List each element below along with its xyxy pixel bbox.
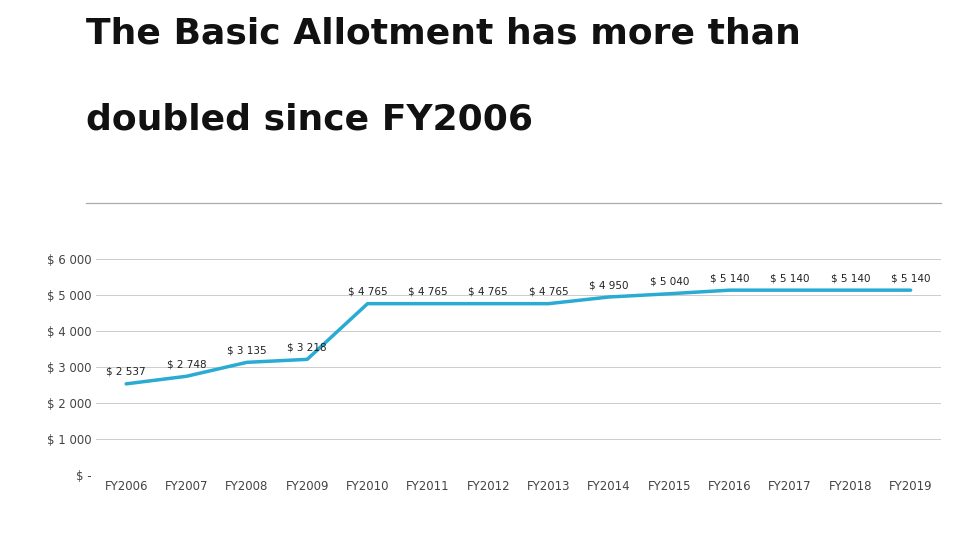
Text: doubled since FY2006: doubled since FY2006 <box>86 103 534 137</box>
Text: $ 5 140: $ 5 140 <box>709 273 750 283</box>
Text: $ 5 040: $ 5 040 <box>650 277 689 287</box>
Text: $ 4 765: $ 4 765 <box>348 287 387 296</box>
Text: $ 5 140: $ 5 140 <box>830 273 870 283</box>
Text: $ 4 765: $ 4 765 <box>408 287 447 296</box>
Text: $ 4 765: $ 4 765 <box>529 287 568 296</box>
Text: $ 3 135: $ 3 135 <box>228 346 267 355</box>
Text: The Basic Allotment has more than: The Basic Allotment has more than <box>86 16 802 50</box>
Text: $ 2 537: $ 2 537 <box>107 367 146 377</box>
Text: $ 3 218: $ 3 218 <box>287 342 327 353</box>
Text: $ 4 950: $ 4 950 <box>589 280 629 290</box>
Text: $ 5 140: $ 5 140 <box>770 273 809 283</box>
Text: 19: 19 <box>911 519 926 532</box>
Text: $ 2 748: $ 2 748 <box>167 359 206 369</box>
Text: $ 5 140: $ 5 140 <box>891 273 930 283</box>
Text: $ 4 765: $ 4 765 <box>468 287 508 296</box>
